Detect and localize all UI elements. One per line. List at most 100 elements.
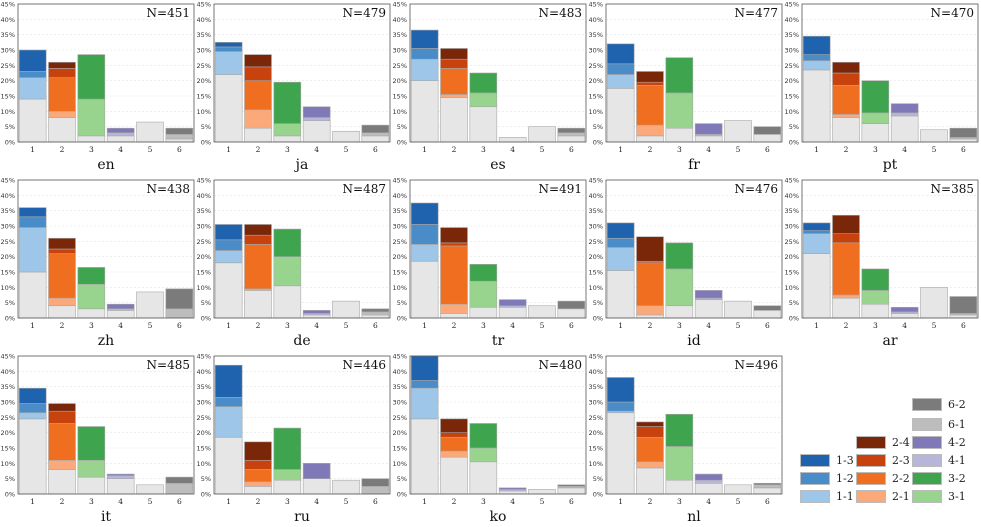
y-tick-label: 0% [789, 139, 799, 147]
y-tick-label: 0% [201, 139, 211, 147]
y-tick-label: 30% [393, 399, 407, 407]
bar-segment-2-4 [636, 71, 664, 83]
x-tick-label: 3 [677, 145, 682, 154]
legend-swatch [912, 436, 942, 449]
legend-label: 4-2 [948, 436, 966, 449]
x-tick-label: 6 [569, 145, 574, 154]
bar-base-segment [48, 117, 76, 143]
panel-frame [17, 179, 195, 319]
y-tick-label: 30% [1, 223, 15, 231]
bar-segment-1-3 [18, 387, 47, 404]
y-tick-label: 35% [197, 383, 211, 391]
bar-segment-1-3 [214, 364, 243, 398]
x-tick-label: 1 [814, 321, 819, 330]
bar-segment-2-2 [440, 68, 468, 95]
y-tick-label: 30% [1, 399, 15, 407]
bar-segment-3-2 [77, 426, 106, 461]
y-tick-label: 35% [393, 31, 407, 39]
bar-base-segment [469, 461, 498, 495]
y-tick-label: 40% [197, 16, 211, 24]
bar-base-segment [244, 290, 272, 319]
bar-base-segment [753, 134, 782, 143]
bar-base-segment [361, 135, 390, 143]
y-tick-label: 30% [393, 47, 407, 55]
legend-item-6-2: 6-2 [912, 398, 966, 411]
bar-segment-3-1 [273, 123, 302, 137]
bar-segment-3-2 [469, 423, 498, 449]
legend-item-3-2: 3-2 [912, 472, 966, 485]
y-tick-label: 15% [589, 445, 603, 453]
y-tick-label: 40% [1, 192, 15, 200]
x-tick-label: 3 [285, 497, 290, 506]
panel-n-label: N=483 [539, 6, 582, 20]
bar-base-segment [106, 478, 135, 495]
panel-frame [801, 3, 979, 143]
bar-segment-6-2 [361, 478, 390, 487]
y-tick-label: 20% [1, 253, 15, 261]
y-tick-label: 10% [589, 284, 603, 292]
y-tick-label: 35% [197, 207, 211, 215]
bar-segment-2-3 [48, 68, 76, 78]
legend-item-4-1: 4-1 [912, 454, 966, 467]
bar-segment-2-2 [244, 244, 272, 290]
bar-base-segment [528, 305, 556, 319]
y-tick-label: 5% [201, 123, 211, 131]
bar-segment-1-2 [606, 237, 635, 248]
x-tick-label: 1 [226, 321, 231, 330]
bar-base-segment [636, 135, 664, 143]
bar-segment-1-1 [214, 51, 243, 75]
bar-segment-2-2 [440, 245, 468, 305]
bar-segment-2-4 [440, 418, 468, 433]
y-tick-label: 5% [5, 299, 15, 307]
x-tick-label: 2 [256, 321, 261, 330]
bar-base-segment [694, 135, 723, 143]
bar-segment-3-1 [665, 268, 694, 307]
bar-segment-3-1 [469, 92, 498, 108]
bar-segment-3-2 [469, 72, 498, 94]
panel-n-label: N=477 [735, 6, 778, 20]
bar-base-segment [332, 300, 360, 319]
bar-segment-1-3 [606, 222, 635, 239]
x-tick-label: 3 [481, 497, 486, 506]
y-tick-label: 20% [785, 77, 799, 85]
bar-base-segment [606, 270, 635, 319]
bar-segment-6-2 [753, 126, 782, 135]
bar-base-segment [724, 120, 752, 143]
legend-label: 2-2 [892, 472, 910, 485]
bar-segment-2-3 [244, 459, 272, 470]
x-tick-label: 2 [648, 145, 653, 154]
x-tick-label: 5 [344, 145, 349, 154]
bar-base-segment [214, 74, 243, 143]
bar-segment-1-3 [18, 207, 47, 218]
y-tick-label: 30% [197, 399, 211, 407]
x-tick-label: 6 [177, 497, 182, 506]
y-tick-label: 15% [197, 269, 211, 277]
y-tick-label: 40% [589, 368, 603, 376]
panel-language-label: es [490, 157, 505, 173]
x-tick-label: 2 [256, 145, 261, 154]
x-tick-label: 5 [736, 497, 741, 506]
x-tick-label: 6 [765, 497, 770, 506]
bar-segment-2-3 [440, 58, 468, 69]
bar-segment-2-1 [48, 459, 76, 470]
panel-n-label: N=479 [343, 6, 386, 20]
panel-language-label: it [101, 509, 111, 525]
bar-segment-1-3 [802, 222, 831, 231]
bar-base-segment [48, 469, 76, 495]
panel-language-label: ar [882, 333, 897, 349]
y-tick-label: 45% [393, 353, 407, 361]
y-tick-label: 45% [197, 177, 211, 185]
y-tick-label: 45% [197, 353, 211, 361]
y-tick-label: 25% [785, 62, 799, 70]
panel-n-label: N=480 [539, 358, 582, 372]
y-tick-label: 20% [197, 253, 211, 261]
x-tick-label: 5 [932, 145, 937, 154]
panel-language-label: de [293, 333, 310, 349]
bar-segment-1-1 [18, 77, 47, 100]
y-tick-label: 20% [393, 429, 407, 437]
legend-label: 3-1 [948, 490, 966, 503]
bar-base-segment [724, 484, 752, 495]
y-tick-label: 45% [1, 1, 15, 9]
y-tick-label: 10% [1, 108, 15, 116]
bar-base-segment [665, 479, 694, 495]
